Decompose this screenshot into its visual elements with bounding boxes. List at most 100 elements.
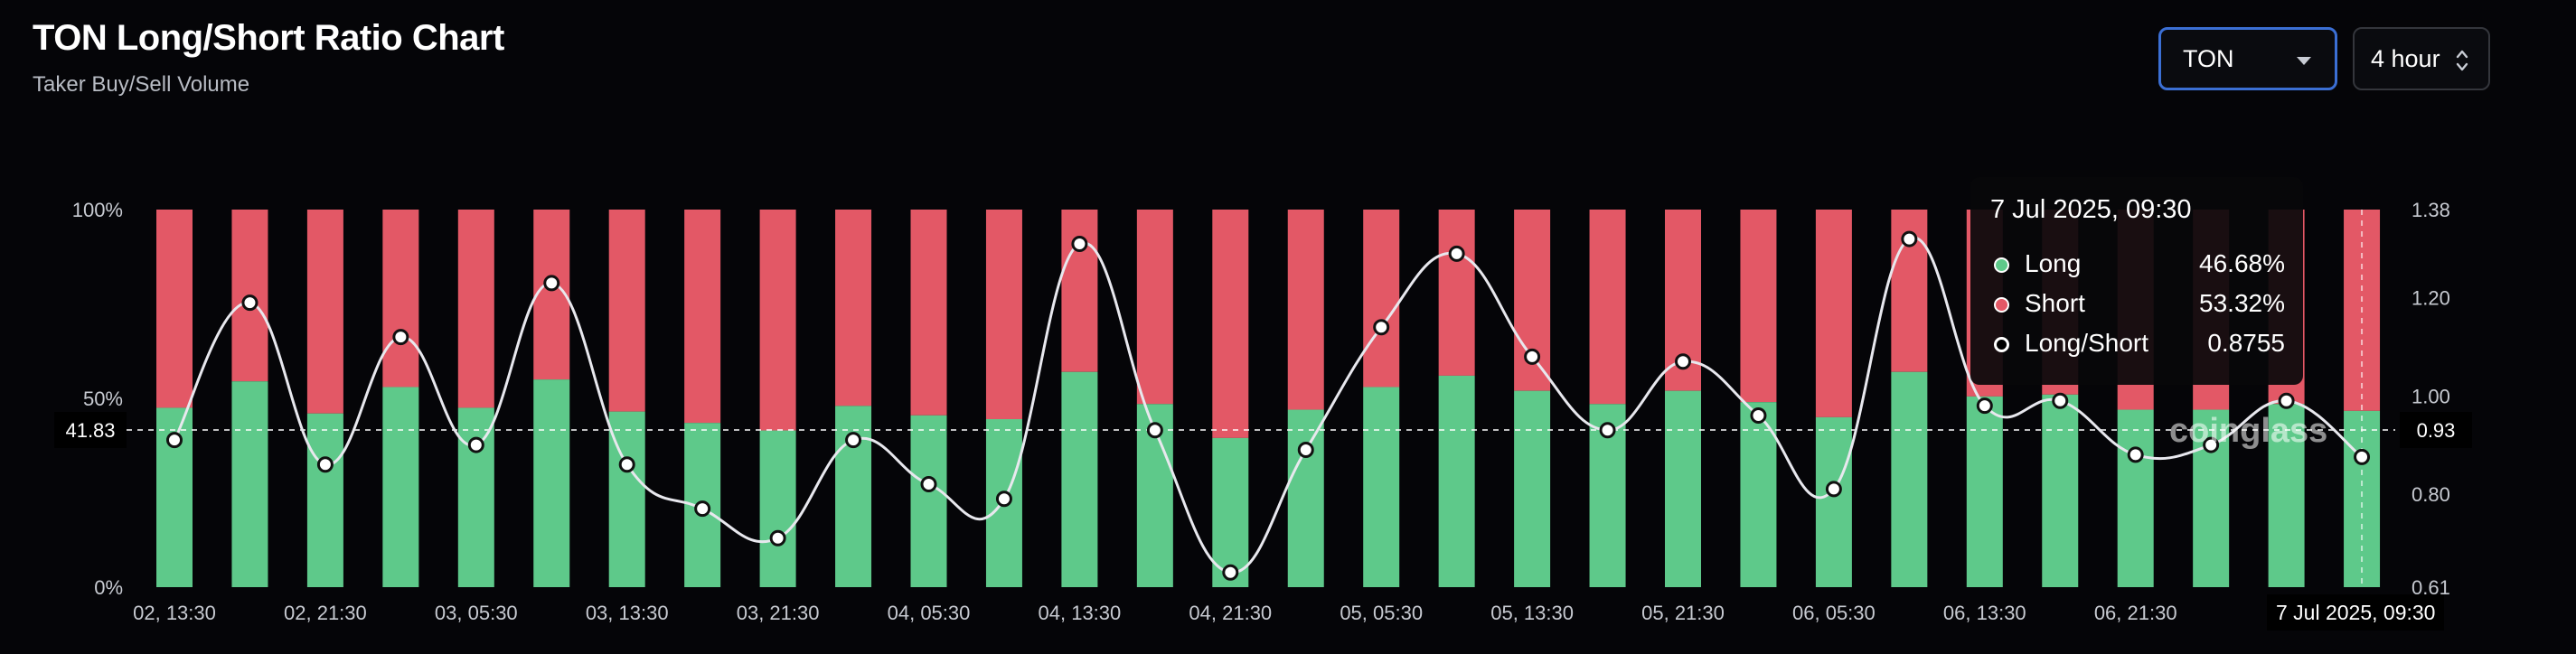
ratio-point xyxy=(694,500,711,518)
sort-arrows-icon xyxy=(2456,50,2468,71)
crosshair-left-value: 41.83 xyxy=(65,419,115,442)
ratio-point xyxy=(2203,436,2220,453)
crosshair-right-value: 0.93 xyxy=(2417,419,2456,442)
bar-long xyxy=(1514,390,1551,587)
bar-short xyxy=(1740,210,1777,403)
ratio-point xyxy=(1675,353,1691,370)
bar-long xyxy=(306,413,343,587)
x-tick-label: 03, 05:30 xyxy=(435,602,518,624)
tooltip-row-short: Short 53.32% xyxy=(1990,289,2285,322)
bar-short xyxy=(382,210,419,388)
ratio-point xyxy=(1825,481,1842,498)
ratio-point xyxy=(467,436,484,453)
bar-short xyxy=(1136,210,1173,405)
ratio-dot-icon xyxy=(1994,337,2009,352)
ratio-point xyxy=(1524,348,1541,365)
asset-select[interactable]: TON xyxy=(2158,27,2337,90)
interval-select-value: 4 hour xyxy=(2371,44,2440,72)
long-dot-icon xyxy=(1994,257,2009,273)
chart-tooltip: 7 Jul 2025, 09:30 Long 46.68% Short 53.3… xyxy=(1970,177,2303,385)
tooltip-value: 53.32% xyxy=(2199,289,2285,317)
crosshair-layer: 41.83 0.93 xyxy=(54,210,2472,587)
bar-short xyxy=(1815,210,1852,417)
ratio-point xyxy=(920,476,937,492)
bar-short xyxy=(457,210,494,408)
x-tick-label: 05, 05:30 xyxy=(1340,602,1423,624)
x-tick-label: 06, 21:30 xyxy=(2094,602,2177,624)
x-tick-label: 04, 21:30 xyxy=(1189,602,1272,624)
ratio-point xyxy=(392,329,409,346)
ratio-line-layer xyxy=(166,230,2371,581)
page-title: TON Long/Short Ratio Chart xyxy=(33,18,504,58)
page-subtitle: Taker Buy/Sell Volume xyxy=(33,72,250,97)
ratio-point xyxy=(2354,448,2371,465)
ratio-point xyxy=(1297,442,1314,458)
ratio-point xyxy=(241,294,259,312)
bar-short xyxy=(1589,210,1626,405)
bar-long xyxy=(910,415,947,587)
bar-short xyxy=(684,210,721,424)
x-tick-label: 04, 05:30 xyxy=(888,602,971,624)
tooltip-row-long: Long 46.68% xyxy=(1990,249,2285,282)
bar-long xyxy=(231,381,268,587)
bar-short xyxy=(1061,210,1098,372)
bar-long xyxy=(1891,371,1928,587)
x-tick-label: 03, 13:30 xyxy=(586,602,669,624)
ratio-point xyxy=(845,432,862,449)
ratio-point xyxy=(1599,422,1616,439)
bar-short xyxy=(835,210,872,406)
tooltip-label: Long xyxy=(2025,249,2082,277)
x-tick-label: 05, 13:30 xyxy=(1490,602,1574,624)
tooltip-value: 0.8755 xyxy=(2207,329,2285,357)
ratio-point xyxy=(543,275,560,292)
bar-short xyxy=(156,210,193,408)
ratio-point xyxy=(1071,236,1088,252)
bar-short xyxy=(985,210,1022,419)
x-tick-label: 04, 13:30 xyxy=(1039,602,1122,624)
bar-long xyxy=(1966,396,2003,587)
y-right-tick-label: 1.38 xyxy=(2411,199,2450,221)
ratio-point xyxy=(166,432,183,449)
interval-select[interactable]: 4 hour xyxy=(2353,27,2490,90)
ratio-point xyxy=(995,490,1012,508)
bar-long xyxy=(1815,416,1852,587)
bar-short xyxy=(1212,210,1249,438)
ratio-point xyxy=(2278,392,2295,409)
coinglass-watermark: coinglass xyxy=(2169,412,2328,450)
bar-long xyxy=(533,379,570,587)
ratio-point xyxy=(769,529,786,547)
ratio-point xyxy=(618,456,635,473)
tooltip-label: Short xyxy=(2025,289,2085,317)
short-dot-icon xyxy=(1994,297,2009,313)
x-tick-label: 05, 21:30 xyxy=(1641,602,1725,624)
chevron-down-icon xyxy=(2297,57,2311,65)
bar-short xyxy=(533,210,570,380)
bar-short xyxy=(1438,210,1475,376)
y-left-tick-label: 50% xyxy=(83,388,123,410)
ratio-point xyxy=(1222,564,1239,581)
bar-short xyxy=(1287,210,1324,410)
bar-long xyxy=(1438,375,1475,587)
bar-short xyxy=(759,210,796,431)
ratio-point xyxy=(316,456,334,473)
bar-long xyxy=(1061,371,1098,587)
bar-short xyxy=(608,210,645,412)
bar-long xyxy=(2268,404,2305,587)
y-right-tick-label: 1.00 xyxy=(2411,385,2450,407)
tooltip-time: 7 Jul 2025, 09:30 xyxy=(1990,195,2192,224)
x-tick-label: 02, 21:30 xyxy=(284,602,367,624)
crosshair-right-badge xyxy=(2400,412,2472,448)
x-tick-label: 03, 21:30 xyxy=(737,602,820,624)
bar-short xyxy=(910,210,947,416)
y-right-tick-label: 1.20 xyxy=(2411,287,2450,310)
bar-long xyxy=(382,387,419,587)
asset-select-value: TON xyxy=(2183,44,2234,72)
ratio-point xyxy=(1448,245,1465,262)
tooltip-label: Long/Short xyxy=(2025,329,2148,357)
bar-long xyxy=(1740,402,1777,587)
tooltip-value: 46.68% xyxy=(2199,249,2285,277)
bar-short xyxy=(306,210,343,414)
ratio-point xyxy=(1373,319,1390,336)
x-tick-label: 06, 05:30 xyxy=(1792,602,1876,624)
